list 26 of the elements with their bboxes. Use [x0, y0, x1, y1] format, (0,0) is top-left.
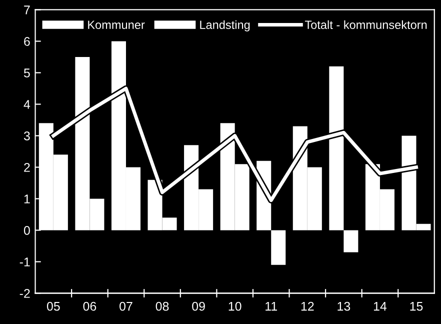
x-tick-label: 10: [228, 302, 242, 311]
y-tick-label: 6: [24, 37, 30, 46]
x-tick-label: 15: [410, 302, 423, 311]
x-tick-label: 12: [301, 302, 314, 311]
x-tick-label: 08: [156, 302, 169, 311]
x-tick-label: 09: [192, 302, 205, 311]
x-tick-label: 05: [46, 302, 60, 311]
y-tick-label: -1: [20, 258, 30, 266]
x-tick-label: 13: [338, 302, 350, 311]
y-tick-label: 1: [24, 194, 30, 204]
bar: [344, 230, 358, 252]
x-tick-label: 14: [374, 302, 387, 311]
bar: [271, 230, 286, 265]
y-tick-label: 5: [24, 68, 30, 78]
y-tick-label: 4: [24, 100, 30, 109]
y-tick-label: 0: [24, 226, 30, 235]
y-tick-label: -2: [20, 289, 30, 298]
y-tick-label: 7: [24, 6, 30, 14]
legend-label: Kommuner: [88, 20, 145, 30]
legend-label: Totalt - kommunsektorn: [304, 20, 427, 30]
x-tick-label: 07: [120, 302, 132, 311]
legend-label: Landsting: [200, 20, 250, 32]
y-tick-label: 2: [24, 163, 30, 172]
x-tick-label: 11: [266, 302, 277, 311]
x-tick-label: 06: [83, 302, 96, 311]
y-tick-label: 3: [24, 132, 30, 140]
